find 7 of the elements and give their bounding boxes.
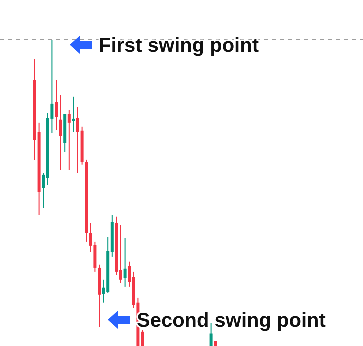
candlestick bbox=[124, 237, 127, 288]
candlestick bbox=[68, 110, 71, 171]
annotation: First swing point bbox=[99, 35, 260, 57]
candlestick bbox=[72, 96, 76, 133]
candlestick bbox=[59, 94, 62, 171]
candlestick bbox=[210, 322, 213, 346]
candlestick bbox=[55, 80, 58, 130]
